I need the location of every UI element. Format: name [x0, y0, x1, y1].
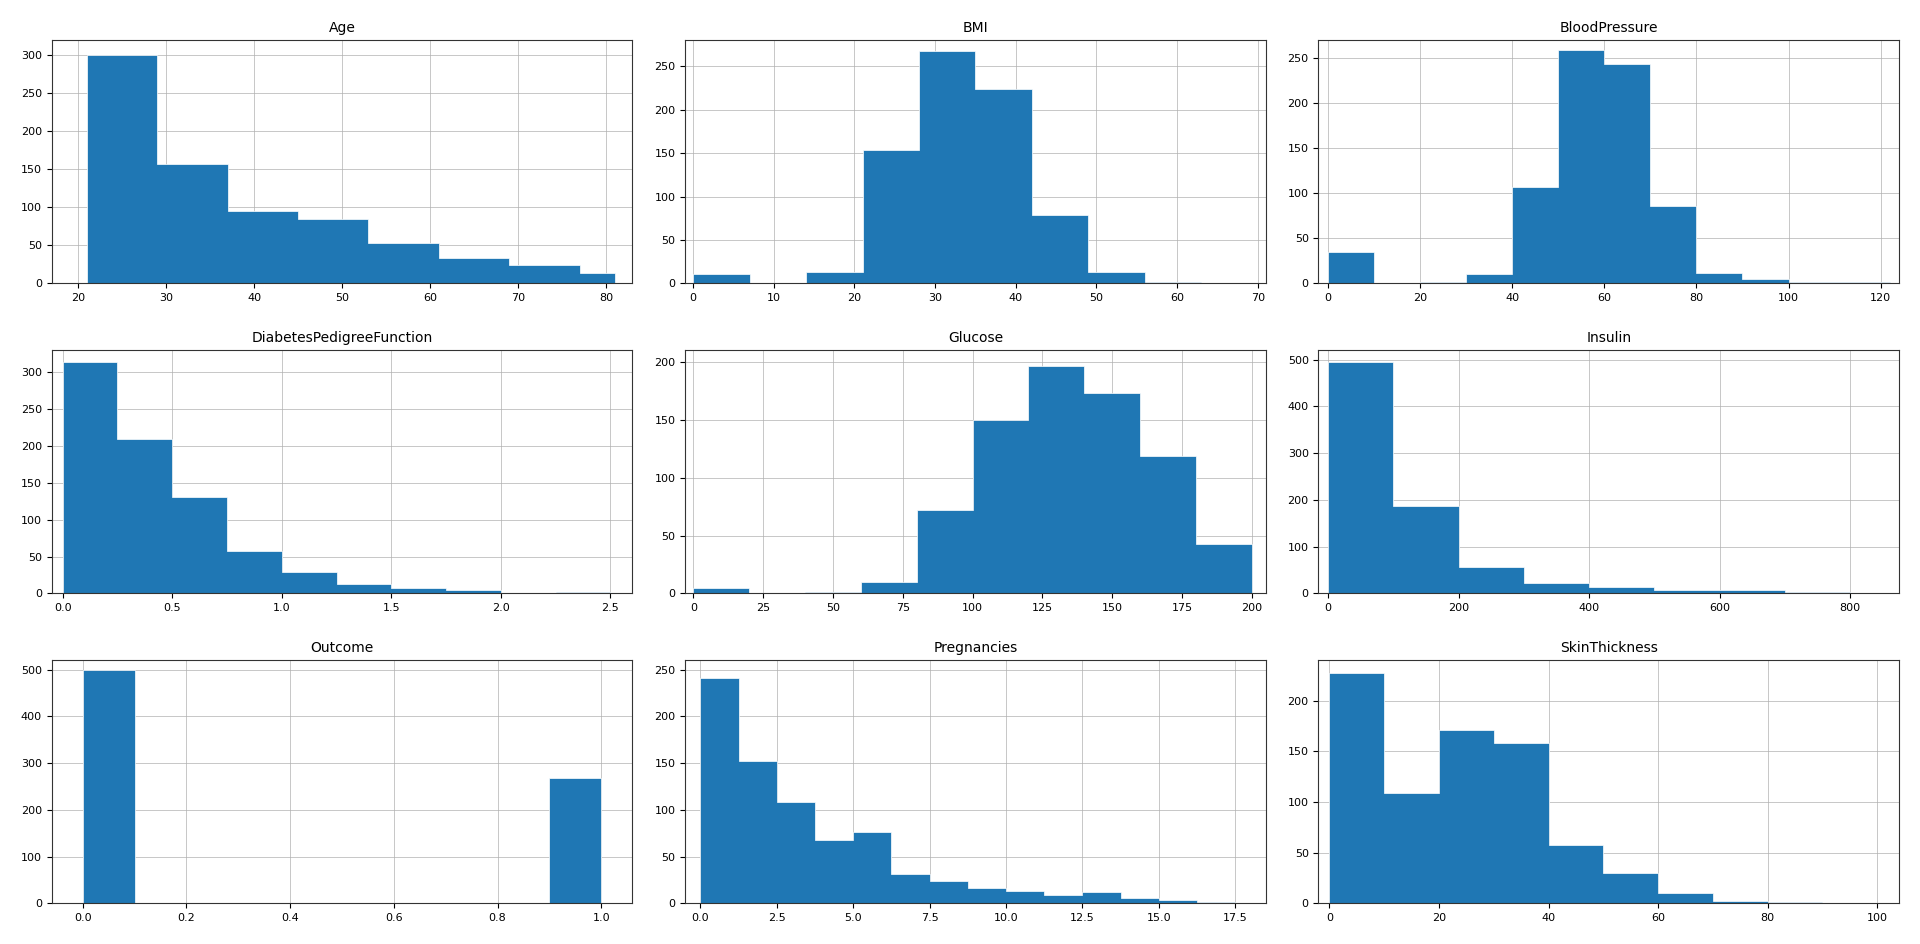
Title: Pregnancies: Pregnancies — [933, 641, 1018, 655]
Title: BloodPressure: BloodPressure — [1559, 21, 1659, 35]
Title: DiabetesPedigreeFunction: DiabetesPedigreeFunction — [252, 330, 432, 345]
Title: BMI: BMI — [962, 21, 989, 35]
Title: Outcome: Outcome — [311, 641, 374, 655]
Title: Insulin: Insulin — [1586, 330, 1632, 345]
Title: SkinThickness: SkinThickness — [1559, 641, 1657, 655]
Title: Glucose: Glucose — [948, 330, 1002, 345]
Title: Age: Age — [328, 21, 355, 35]
